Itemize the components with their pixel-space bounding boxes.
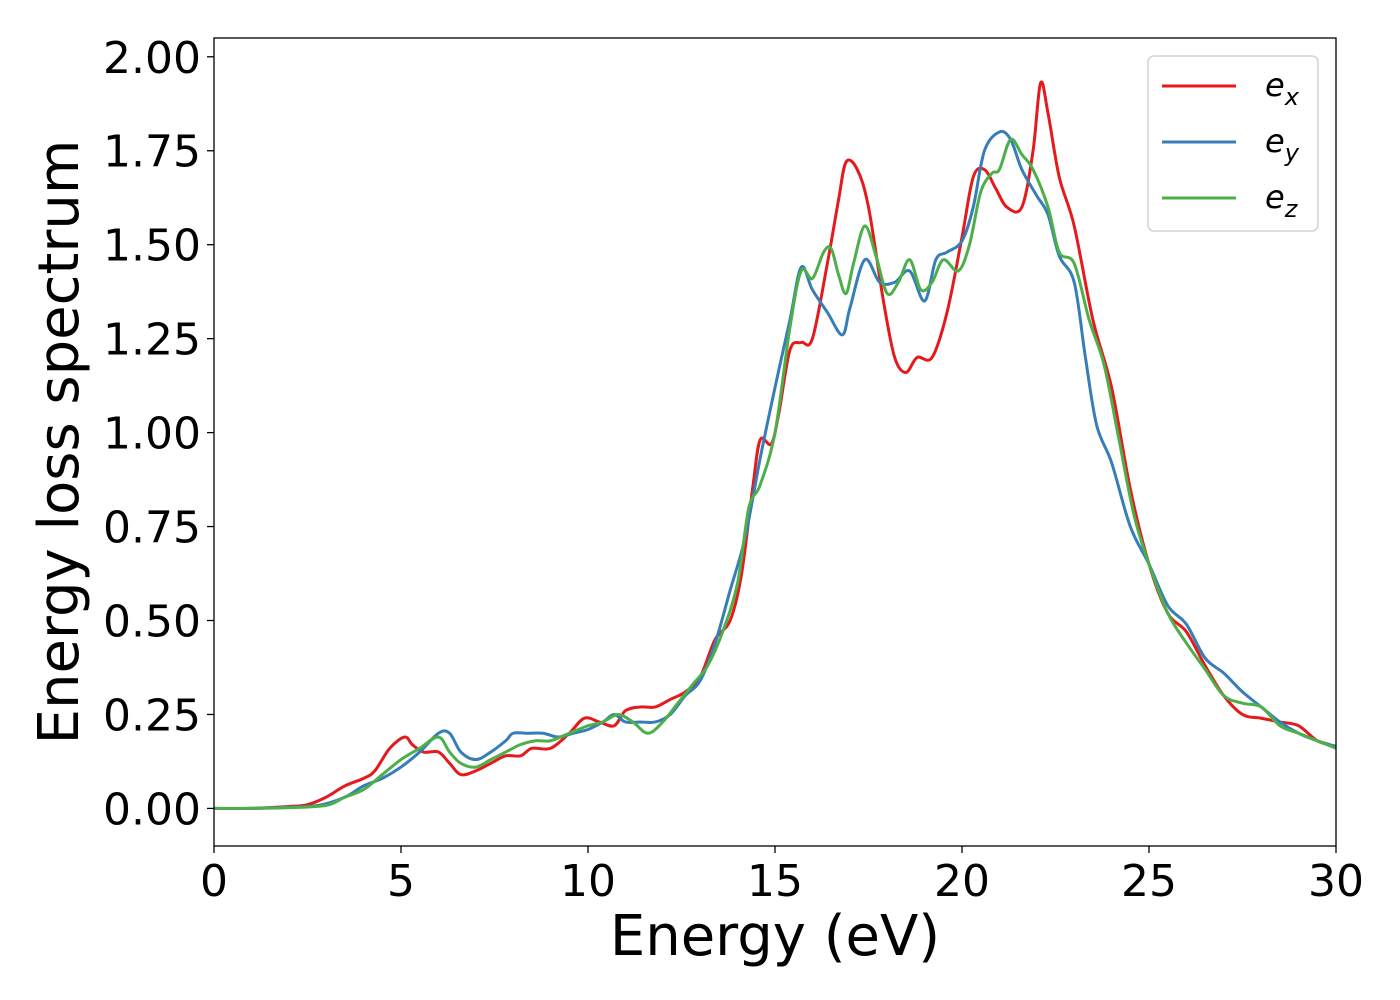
x-tick-label: 5: [387, 856, 415, 907]
x-tick-label: 20: [934, 856, 990, 907]
y-tick-label: 1.00: [103, 409, 201, 460]
x-axis-title: Energy (eV): [610, 904, 940, 969]
x-axis: 0 5 10 15 20 25 30: [200, 846, 1364, 907]
y-tick-label: 0.75: [103, 503, 201, 554]
legend-label-z: ez: [1265, 178, 1299, 223]
series-line-y: [214, 129, 1336, 811]
y-tick-label: 2.00: [103, 33, 201, 84]
legend: ex ey ez: [1147, 55, 1319, 232]
series-layer: [214, 80, 1336, 811]
y-tick-label: 1.75: [103, 127, 201, 178]
y-tick-label: 0.00: [103, 784, 201, 835]
y-tick-label: 0.25: [103, 690, 201, 741]
x-tick-label: 25: [1121, 856, 1177, 907]
y-tick-label: 0.50: [103, 597, 201, 648]
y-tick-label: 1.50: [103, 221, 201, 272]
y-tick-label: 1.25: [103, 315, 201, 366]
legend-label-y: ey: [1265, 122, 1300, 167]
x-tick-label: 0: [200, 856, 228, 907]
legend-label-x: ex: [1265, 66, 1300, 111]
series-line-z: [214, 137, 1336, 810]
x-tick-label: 10: [560, 856, 616, 907]
y-axis: 0.00 0.25 0.50 0.75 1.00 1.25 1.50 1.75 2.00: [103, 33, 214, 835]
y-axis-title: Energy loss spectrum: [27, 140, 92, 745]
x-tick-label: 30: [1308, 856, 1364, 907]
x-tick-label: 15: [747, 856, 803, 907]
